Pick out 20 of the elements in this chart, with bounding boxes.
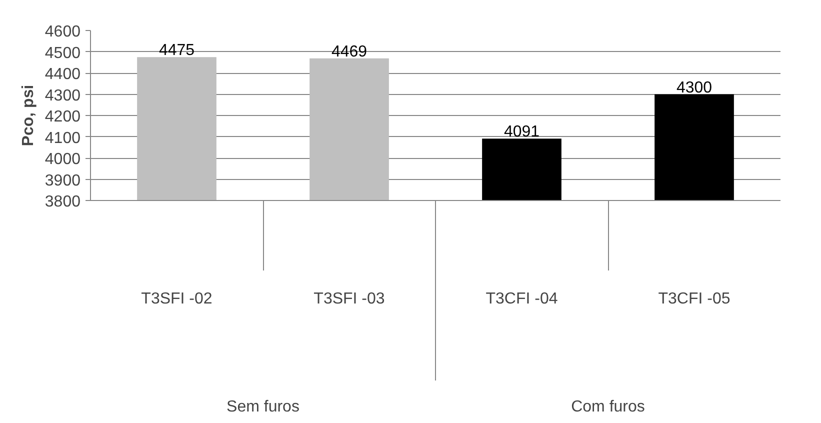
text: Com furos: [571, 398, 645, 416]
y-tick-label: 4400: [44, 66, 81, 83]
data-label: 4469: [331, 43, 368, 60]
data-label: 4475: [158, 42, 195, 60]
text: Sem furos: [226, 398, 300, 416]
y-tick-label: 4100: [44, 130, 81, 147]
y-tick-label: 4300: [44, 87, 81, 104]
y-tick-label: 4500: [44, 44, 81, 62]
y-tick-label: 3800: [44, 194, 81, 210]
data-label: 4300: [676, 79, 712, 96]
y-axis-title: Pco, psi: [20, 84, 37, 146]
x-tick-label: T3CFI -04: [486, 290, 558, 308]
x-tick-label: T3SFI -03: [314, 290, 385, 308]
x-tick-label: T3CFI -05: [658, 290, 730, 308]
data-label: 4091: [504, 124, 540, 141]
y-tick-label: 4600: [44, 24, 81, 40]
y-tick-label: 4200: [44, 108, 81, 126]
x-tick-label: T3SFI -02: [141, 290, 212, 308]
y-tick-label: 3900: [44, 172, 81, 190]
y-tick-label: 4000: [44, 151, 81, 168]
